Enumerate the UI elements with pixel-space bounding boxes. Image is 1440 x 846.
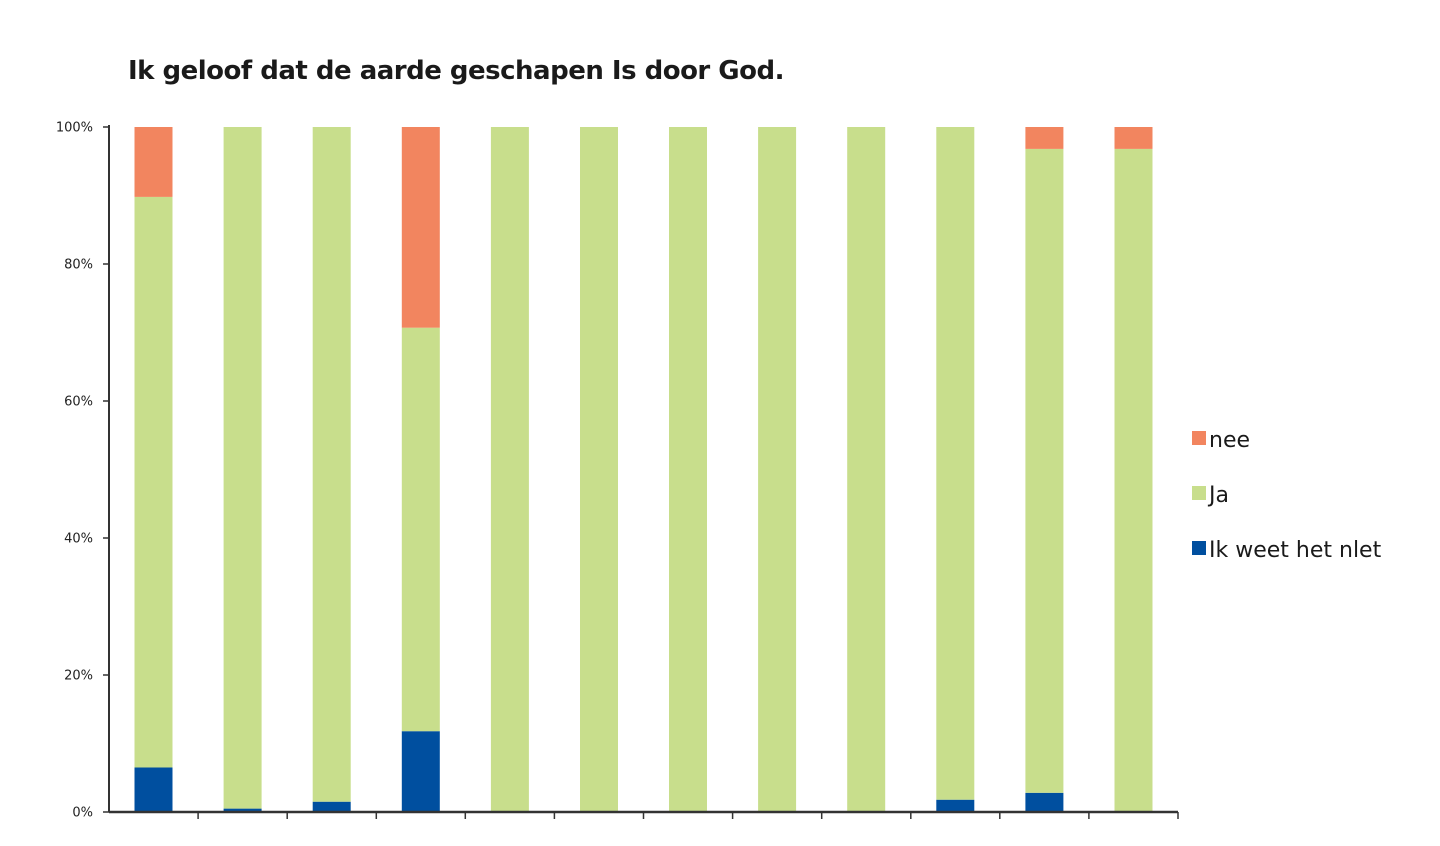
- bar-segment-12-series-2: [1114, 148, 1153, 812]
- y-tick-label-2: 40%: [64, 532, 93, 547]
- y-tick-label-0: 0%: [72, 806, 93, 821]
- legend-swatch: [1192, 541, 1206, 555]
- legend-swatch: [1192, 431, 1206, 445]
- bar-segment-8-series-2: [758, 127, 797, 812]
- y-tick-label-4: 80%: [64, 258, 93, 273]
- legend-item-1: nee: [1192, 428, 1381, 483]
- chart-title: Ik geloof dat de aarde geschapen Is door…: [128, 56, 785, 86]
- y-tick-label-5: 100%: [56, 121, 93, 136]
- bar-segment-5-series-2: [490, 127, 529, 812]
- bar-segment-11-series-3: [1025, 127, 1064, 149]
- legend-label: nee: [1209, 428, 1251, 453]
- bar-segment-12-series-3: [1114, 127, 1153, 149]
- bar-segment-1-series-2: [134, 196, 173, 768]
- bar-segment-9-series-2: [847, 127, 886, 812]
- legend-label: Ik weet het nlet: [1209, 538, 1382, 563]
- bars-layer: [134, 127, 1153, 812]
- bar-segment-1-series-3: [134, 127, 173, 197]
- axis-layer: [108, 125, 1178, 814]
- legend-item-3: Ik weet het nlet: [1192, 538, 1381, 593]
- y-tick-label-3: 60%: [64, 395, 93, 410]
- legend: nee Ja Ik weet het nlet: [1192, 428, 1381, 593]
- bar-segment-3-series-1: [312, 801, 351, 812]
- bar-segment-10-series-1: [936, 799, 975, 812]
- bar-segment-2-series-2: [223, 127, 262, 809]
- bar-segment-1-series-1: [134, 767, 173, 812]
- bar-segment-4-series-2: [401, 327, 440, 732]
- y-tick-label-1: 20%: [64, 669, 93, 684]
- legend-label: Ja: [1209, 483, 1229, 508]
- bar-segment-4-series-3: [401, 127, 440, 328]
- bar-segment-2-series-1: [223, 808, 262, 812]
- legend-item-2: Ja: [1192, 483, 1381, 538]
- bar-segment-11-series-2: [1025, 148, 1064, 793]
- ticks-layer: 0% 20% 40% 60% 80% 100%: [56, 121, 1179, 821]
- bar-segment-11-series-1: [1025, 792, 1064, 812]
- bar-segment-7-series-2: [669, 127, 707, 812]
- legend-swatch: [1192, 486, 1206, 500]
- bar-segment-3-series-2: [312, 127, 351, 802]
- bar-segment-4-series-1: [401, 731, 440, 812]
- bar-segment-6-series-2: [580, 127, 618, 812]
- bar-segment-10-series-2: [936, 127, 975, 800]
